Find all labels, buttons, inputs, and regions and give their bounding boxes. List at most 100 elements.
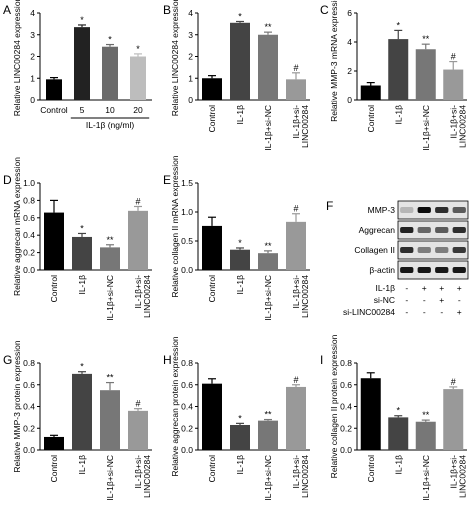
blot-strip	[397, 240, 469, 260]
x-tick-label-line: IL-1β	[77, 455, 87, 475]
y-tick-label: 0.0	[23, 445, 35, 455]
bar	[44, 212, 64, 270]
y-tick-label: 0.6	[23, 380, 35, 390]
blot-band	[417, 247, 431, 253]
bar	[128, 410, 148, 450]
significance-marker: *	[108, 35, 112, 45]
significance-marker: #	[451, 377, 456, 387]
panel-letter-b: B	[163, 3, 171, 17]
x-tick-label: IL-1β+si-NC	[421, 455, 431, 501]
y-tick-label: 2	[347, 66, 352, 76]
x-tick-label-line: IL-1β+si-NC	[421, 455, 431, 501]
significance-marker: #	[293, 375, 298, 385]
blot-band	[417, 227, 431, 233]
significance-marker: *	[396, 20, 400, 30]
y-tick-label: 0.8	[23, 358, 35, 368]
blot-band	[452, 267, 466, 273]
y-tick-label: 1.0	[181, 207, 193, 217]
bar	[202, 225, 222, 270]
x-tick-label: IL-1β+si-NC	[263, 275, 273, 321]
treatment-sign: +	[457, 307, 462, 317]
x-tick-label-line: LINC00284	[457, 105, 467, 148]
blot-band	[435, 227, 449, 233]
y-tick-label: 1.5	[181, 178, 193, 188]
y-axis-label: Relative MMP-3 protein expression	[12, 340, 22, 473]
treatment-sign: -	[423, 295, 426, 305]
x-tick-label: IL-1β	[393, 455, 403, 475]
bar	[415, 421, 436, 450]
chart-panel-a: Relative LINC00284 expression 0 1 2 3 4 Contro…	[12, 0, 152, 130]
bar	[443, 69, 464, 100]
x-tick-label-line: IL-1β+si-	[448, 105, 458, 139]
x-tick-label: IL-1β+si-LINC00284	[448, 455, 467, 498]
x-tick-label-line: Control	[207, 455, 217, 483]
y-tick-label: 0.2	[181, 423, 193, 433]
y-tick-label: 0.5	[181, 236, 193, 246]
y-tick-label: 0.6	[181, 380, 193, 390]
treatment-label: IL-1β	[375, 283, 395, 293]
x-tick-label: IL-1β+si-LINC00284	[291, 275, 310, 318]
blot-band-label: MMP-3	[368, 205, 396, 215]
blot-band	[400, 227, 414, 233]
panel-letter-a: A	[3, 3, 11, 17]
blot-band	[435, 207, 449, 213]
treatment-sign: +	[422, 283, 427, 293]
chart-panel-d: Relative aggrecan mRNA expression 0.0 0.2 0…	[12, 157, 152, 321]
bar	[74, 27, 90, 101]
treatment-sign: -	[458, 295, 461, 305]
bar	[230, 249, 250, 270]
bar	[286, 386, 306, 450]
x-tick-label-line: LINC00284	[457, 455, 467, 498]
bar	[100, 247, 120, 270]
x-tick-label-line: Control	[49, 455, 59, 483]
treatment-sign: -	[440, 307, 443, 317]
y-tick-label: 0.4	[181, 402, 193, 412]
x-tick-label: IL-1β	[235, 455, 245, 475]
bar	[202, 78, 222, 100]
x-tick-label-line: IL-1β+si-NC	[105, 455, 115, 501]
significance-marker: **	[264, 22, 272, 32]
x-tick-label-line: IL-1β	[235, 275, 245, 295]
x-tick-label: IL-1β	[235, 105, 245, 125]
x-tick-label: Control	[49, 275, 59, 303]
y-tick-label: 0.6	[23, 213, 35, 223]
x-tick-label: IL-1β+si-LINC00284	[291, 455, 310, 498]
bar	[102, 46, 118, 100]
x-tick-label-line: LINC00284	[142, 455, 152, 498]
y-tick-label: 4	[347, 37, 352, 47]
y-tick-label: 0	[188, 95, 193, 105]
x-tick-label-line: IL-1β	[235, 105, 245, 125]
x-tick-label: IL-1β+si-LINC00284	[133, 455, 152, 498]
significance-marker: *	[80, 15, 84, 25]
y-tick-label: 3	[188, 30, 193, 40]
x-tick-label-line: LINC00284	[300, 455, 310, 498]
x-tick-label-line: IL-1β	[235, 455, 245, 475]
blot-band-label: β-actin	[369, 265, 395, 275]
x-tick-label-line: IL-1β+si-	[291, 105, 301, 139]
x-tick-label-line: IL-1β+si-	[291, 455, 301, 489]
blot-band	[452, 207, 466, 213]
x-tick-label-line: LINC00284	[300, 105, 310, 148]
x-tick-label: IL-1β	[235, 275, 245, 295]
panel-letter-h: H	[163, 353, 172, 367]
panel-letter-i: I	[320, 353, 323, 367]
y-tick-label: 2	[30, 52, 35, 62]
treatment-sign: -	[405, 283, 408, 293]
x-tick-label-line: IL-1β+si-NC	[421, 105, 431, 151]
x-tick-label-line: LINC00284	[300, 275, 310, 318]
y-axis-label: Relative LINC00284 expression	[12, 0, 22, 116]
x-tick-label-line: IL-1β+si-	[448, 455, 458, 489]
blot-strip	[397, 260, 469, 280]
treatment-sign: +	[457, 283, 462, 293]
chart-panel-c: Relative MMP-3 mRNA expression 0 2 4 6 Contro…	[329, 0, 467, 151]
x-tick-label: Control	[207, 275, 217, 303]
bar	[443, 389, 464, 450]
x-tick-label: 20	[133, 105, 143, 115]
treatment-label: si-NC	[374, 295, 395, 305]
y-tick-label: 0.2	[23, 248, 35, 258]
x-tick-label: IL-1β+si-LINC00284	[448, 105, 467, 148]
x-tick-label: 10	[105, 105, 115, 115]
y-tick-label: 4	[30, 8, 35, 18]
x-tick-label-line: Control	[366, 105, 376, 133]
treatment-sign: -	[423, 307, 426, 317]
